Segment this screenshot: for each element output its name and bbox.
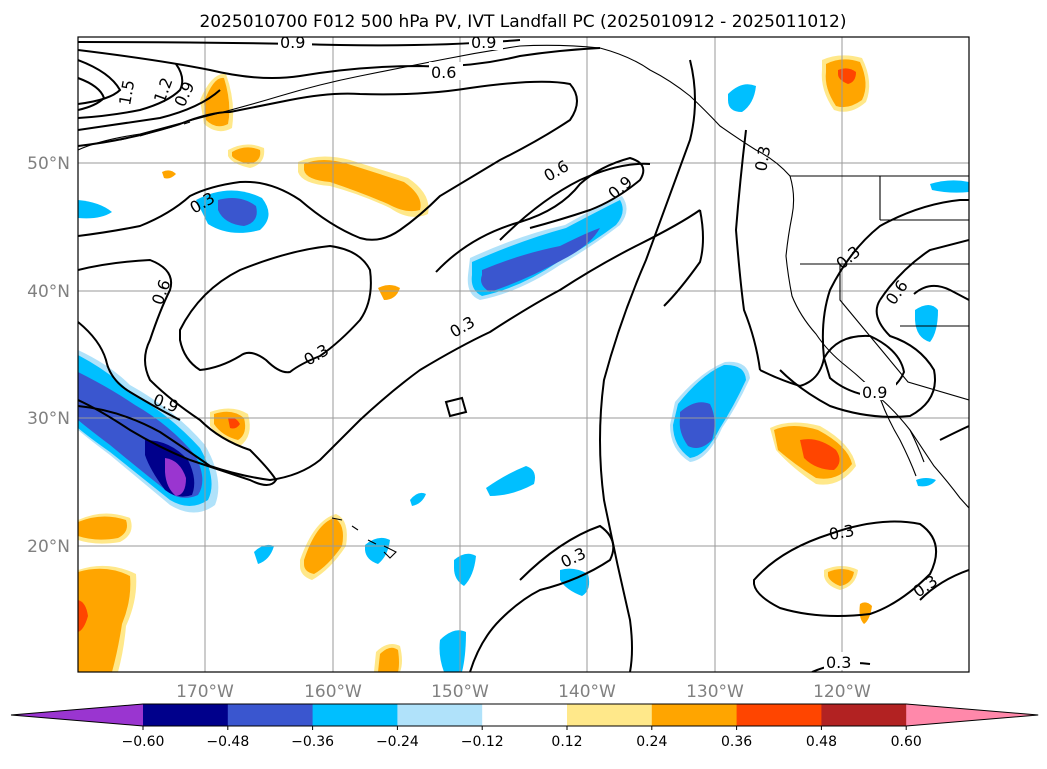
colorbar: −0.60 −0.48 −0.36 −0.24 −0.12 0.12 0.24 0.36 0.4… [10, 703, 1039, 750]
colorbar-segment [227, 704, 314, 726]
colorbar-tick-label: 0.12 [551, 734, 582, 750]
pos-region-8-orange [78, 568, 131, 672]
neg-region-patch-12 [410, 492, 426, 506]
neg-region-patch-9 [365, 537, 390, 564]
colorbar-tick-label: −0.60 [122, 734, 165, 750]
lat-label: 20°N [27, 537, 70, 557]
neg-region-patch-4 [915, 305, 938, 342]
latitude-labels: 50°N 40°N 30°N 20°N [27, 154, 70, 557]
colorbar-tick-label: −0.36 [291, 734, 334, 750]
colorbar-segment [482, 704, 568, 726]
colorbar-extend-low [11, 704, 143, 726]
pos-region-3-orange [232, 147, 261, 164]
colorbar-segment [567, 704, 653, 726]
colorbar-tick-label: −0.12 [461, 734, 504, 750]
lat-label: 50°N [27, 154, 70, 174]
state-borders [800, 176, 969, 401]
lon-label: 120°W [813, 682, 871, 702]
pos-region-13-orange [859, 602, 872, 624]
pos-region-6-red [228, 417, 240, 429]
colorbar-tick-label: 0.48 [806, 734, 837, 750]
baja-california [879, 397, 925, 477]
lon-label: 160°W [304, 682, 362, 702]
contour-lines [78, 39, 969, 672]
colorbar-tick-label: −0.48 [206, 734, 249, 750]
contour-label: 0.3 [751, 144, 774, 172]
pos-region-4-orange [825, 59, 866, 108]
contour-label: 0.6 [431, 63, 456, 82]
neg-region-ne-medblue [679, 402, 715, 448]
neg-region-patch-5 [930, 180, 969, 193]
neg-region-patch-2 [78, 200, 112, 219]
colorbar-segment [312, 704, 398, 726]
lon-label: 130°W [686, 682, 744, 702]
map-frame [77, 36, 970, 673]
pos-region-10-orange [378, 647, 399, 672]
colorbar-segment [651, 704, 738, 726]
colorbar-tick-label: 0.60 [891, 734, 922, 750]
contour-label: 0.3 [826, 653, 851, 672]
pos-region-11-orange [828, 569, 854, 586]
neg-region-patch-6 [486, 466, 535, 496]
contour-label: 0.3 [827, 521, 855, 544]
graticule [78, 37, 969, 672]
pos-region-14-orange [162, 170, 176, 179]
colorbar-tick-label: 0.24 [636, 734, 667, 750]
contour-label: 1.5 [115, 78, 138, 106]
pos-region-6-orange [214, 411, 246, 440]
colorbar-tick-label: 0.36 [721, 734, 752, 750]
pos-region-7-orange [78, 516, 127, 540]
colorbar-segment [397, 704, 483, 726]
contour-label: 0.9 [862, 383, 887, 402]
colorbar-segment [143, 704, 229, 726]
map-panel: 0.9 0.9 0.6 1.5 1.2 0.9 0.3 0.6 0.9 0.3 … [78, 33, 969, 672]
lon-label: 150°W [431, 682, 489, 702]
west-coast-north-america [785, 175, 969, 509]
hawaiian-islands [331, 517, 397, 559]
neg-region-patch-10 [254, 544, 274, 564]
neg-region-patch-11 [439, 630, 466, 672]
pos-region-5-red [800, 439, 840, 470]
colorbar-segment [736, 704, 822, 726]
neg-region-patch-3 [728, 84, 756, 112]
pos-region-8-red [78, 600, 88, 632]
lat-label: 30°N [27, 409, 70, 429]
lon-label: 170°W [176, 682, 234, 702]
neg-region-patch-1b [218, 198, 257, 226]
pos-region-12-orange [378, 285, 400, 300]
colorbar-tick-label: −0.24 [376, 734, 419, 750]
colorbar-extend-high [906, 704, 1039, 726]
colorbar-segment [821, 704, 907, 726]
figure-title: 2025010700 F012 500 hPa PV, IVT Landfall… [199, 12, 846, 32]
longitude-labels: 170°W 160°W 150°W 140°W 130°W 120°W [176, 682, 871, 702]
neg-region-jet-medblue [481, 228, 600, 292]
lat-label: 40°N [27, 282, 70, 302]
neg-region-patch-13 [916, 478, 936, 487]
contour-label: 0.9 [280, 33, 305, 52]
lon-label: 140°W [558, 682, 616, 702]
neg-region-west-purple [165, 458, 186, 496]
contour-label: 0.9 [471, 33, 496, 52]
